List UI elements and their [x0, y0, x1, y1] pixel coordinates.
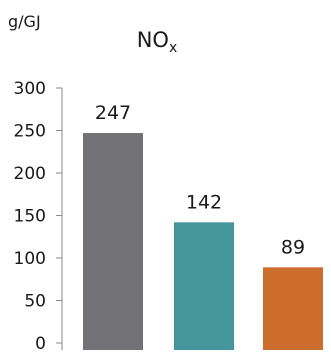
y-tick-label: 50 [24, 292, 46, 312]
bar [174, 222, 234, 350]
chart-title: NOx [137, 28, 178, 56]
y-axis-label: g/GJ [8, 12, 41, 31]
data-label: 142 [186, 191, 222, 213]
bar [263, 267, 323, 350]
bars [83, 133, 323, 350]
y-tick-label: 250 [14, 122, 46, 142]
chart-title-subscript: x [169, 40, 177, 56]
y-tick-label: 200 [14, 164, 46, 184]
data-label: 247 [95, 102, 131, 124]
y-tick-label: 100 [14, 249, 46, 269]
y-axis: 0 50 100 150 200 250 300 [14, 79, 63, 354]
data-labels: 247 142 89 [89, 93, 317, 262]
data-label-background [269, 227, 317, 262]
chart-title-main: NO [137, 28, 169, 52]
data-label: 89 [281, 236, 305, 258]
y-tick-label: 0 [35, 334, 46, 350]
bar [83, 133, 143, 350]
y-tick-label: 300 [14, 79, 46, 99]
data-label-background [89, 93, 137, 128]
data-label-background [180, 182, 228, 217]
y-tick-label: 150 [14, 207, 46, 227]
